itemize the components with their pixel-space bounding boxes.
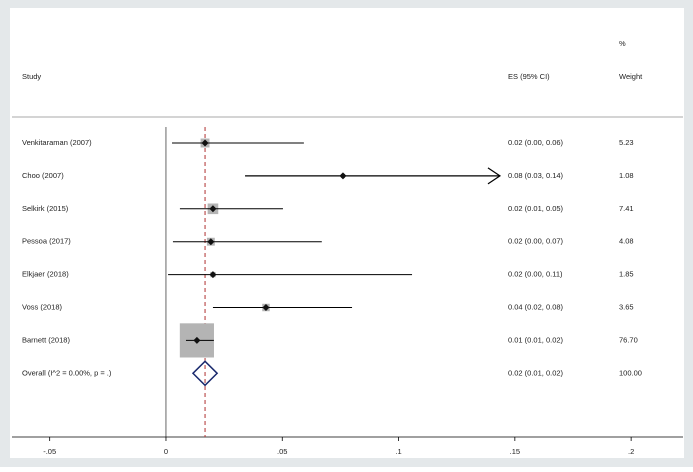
ci-arrow bbox=[487, 167, 502, 185]
header-weight: Weight bbox=[619, 72, 643, 81]
weight-label: 76.70 bbox=[619, 335, 638, 344]
weight-label: 5.23 bbox=[619, 138, 634, 147]
point-estimate bbox=[339, 172, 347, 180]
header-weight-unit: % bbox=[619, 39, 626, 48]
weight-label: 7.41 bbox=[619, 204, 634, 213]
study-name: Choo (2007) bbox=[22, 171, 64, 180]
study-name: Barnett (2018) bbox=[22, 335, 70, 344]
es-label: 0.02 (0.01, 0.05) bbox=[508, 204, 564, 213]
point-estimate bbox=[201, 139, 209, 147]
plot-background bbox=[10, 8, 684, 458]
study-name: Voss (2018) bbox=[22, 302, 63, 311]
weight-label: 3.65 bbox=[619, 302, 634, 311]
weight-label: 1.08 bbox=[619, 171, 634, 180]
overall-es-label: 0.02 (0.01, 0.02) bbox=[508, 368, 564, 377]
study-name: Venkitaraman (2007) bbox=[22, 138, 92, 147]
point-estimate bbox=[207, 238, 215, 246]
x-tick-label: 0 bbox=[164, 447, 168, 456]
study-name: Pessoa (2017) bbox=[22, 237, 71, 246]
overall-diamond bbox=[191, 360, 219, 387]
x-tick-label: .05 bbox=[277, 447, 287, 456]
es-label: 0.08 (0.03, 0.14) bbox=[508, 171, 564, 180]
study-name: Selkirk (2015) bbox=[22, 204, 69, 213]
es-label: 0.02 (0.00, 0.06) bbox=[508, 138, 564, 147]
x-tick-label: -.05 bbox=[43, 447, 56, 456]
x-tick-label: .1 bbox=[395, 447, 401, 456]
weight-label: 4.08 bbox=[619, 237, 634, 246]
es-label: 0.02 (0.00, 0.07) bbox=[508, 237, 564, 246]
point-estimate bbox=[193, 336, 201, 344]
es-label: 0.01 (0.01, 0.02) bbox=[508, 335, 564, 344]
overall-weight-label: 100.00 bbox=[619, 368, 642, 377]
x-tick-label: .15 bbox=[510, 447, 520, 456]
point-estimate bbox=[209, 205, 217, 213]
es-label: 0.04 (0.02, 0.08) bbox=[508, 302, 564, 311]
x-tick-label: .2 bbox=[628, 447, 634, 456]
header-study: Study bbox=[22, 72, 41, 81]
header-es: ES (95% CI) bbox=[508, 72, 550, 81]
overall-name: Overall (I^2 = 0.00%, p = .) bbox=[22, 368, 112, 377]
point-estimate bbox=[209, 271, 217, 279]
study-name: Elkjaer (2018) bbox=[22, 270, 69, 279]
es-label: 0.02 (0.00, 0.11) bbox=[508, 270, 563, 279]
point-estimate bbox=[262, 304, 270, 311]
weight-label: 1.85 bbox=[619, 270, 634, 279]
